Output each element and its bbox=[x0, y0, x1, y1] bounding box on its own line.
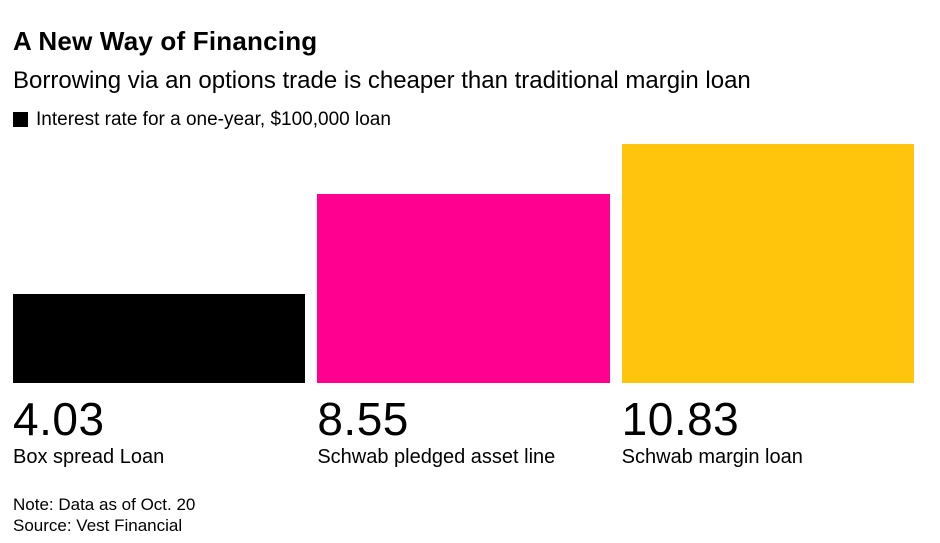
chart-column: 8.55 Schwab pledged asset line bbox=[317, 144, 610, 469]
chart-title: A New Way of Financing bbox=[13, 26, 318, 56]
chart-footer: Note: Data as of Oct. 20 Source: Vest Fi… bbox=[13, 494, 914, 536]
legend-swatch-icon bbox=[13, 112, 28, 128]
bar-area bbox=[621, 143, 914, 383]
bar-value-label: 8.55 bbox=[317, 392, 409, 445]
legend: Interest rate for a one-year, $100,000 l… bbox=[13, 109, 914, 131]
bar-chart: 4.03 Box spread Loan 8.55 Schwab pledged as… bbox=[13, 143, 914, 469]
legend-label: Interest rate for a one-year, $100,000 l… bbox=[36, 108, 391, 130]
bar-value-label: 4.03 bbox=[13, 392, 105, 445]
bar-value-label: 10.83 bbox=[621, 392, 740, 445]
bar-area bbox=[13, 144, 306, 383]
bar-category-label: Box spread Loan bbox=[13, 445, 165, 468]
bar bbox=[13, 293, 306, 383]
bar bbox=[621, 143, 914, 383]
bar-category-label: Schwab pledged asset line bbox=[317, 445, 556, 468]
bar-category-label: Schwab margin loan bbox=[621, 445, 803, 468]
chart-subtitle: Borrowing via an options trade is cheape… bbox=[13, 67, 751, 95]
bar bbox=[317, 193, 610, 383]
bar-area bbox=[317, 144, 610, 383]
source-text: Source: Vest Financial bbox=[13, 515, 183, 535]
note-text: Note: Data as of Oct. 20 bbox=[13, 494, 196, 514]
chart-column: 4.03 Box spread Loan bbox=[13, 144, 306, 469]
chart-column: 10.83 Schwab margin loan bbox=[621, 143, 914, 469]
